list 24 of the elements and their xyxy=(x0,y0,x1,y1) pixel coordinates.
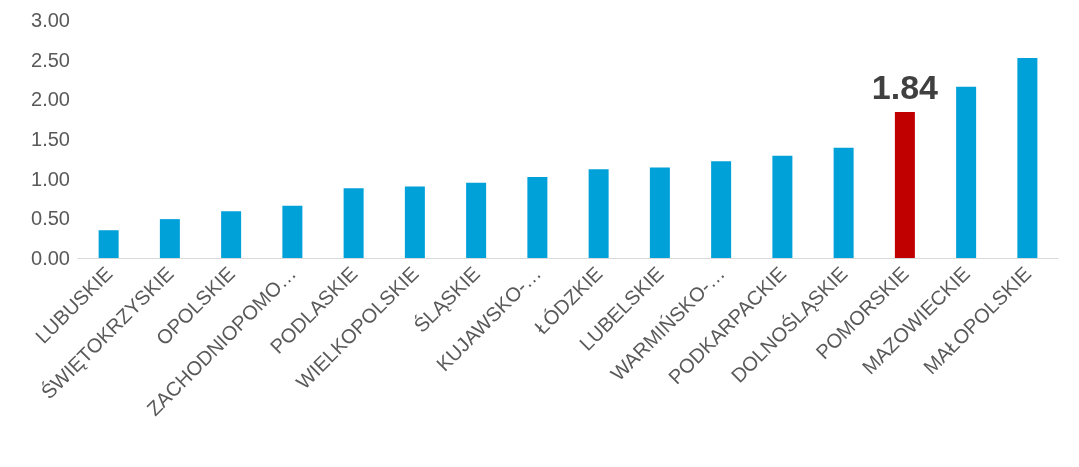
y-tick-label: 2.00 xyxy=(31,88,70,111)
bar xyxy=(466,182,487,258)
bar xyxy=(588,169,609,258)
bar xyxy=(711,161,732,258)
y-tick-label: 0.00 xyxy=(31,247,70,269)
bar xyxy=(159,219,180,258)
bar xyxy=(221,211,242,258)
bar xyxy=(282,205,303,258)
bar xyxy=(404,186,425,258)
bar xyxy=(894,112,915,258)
bar xyxy=(833,147,854,258)
y-tick-label: 1.50 xyxy=(31,128,70,150)
bar xyxy=(649,167,670,258)
bar xyxy=(956,86,977,258)
y-tick-label: 2.50 xyxy=(31,48,70,71)
bar xyxy=(98,230,119,258)
data-label: 1.84 xyxy=(871,68,939,107)
bar xyxy=(527,177,548,258)
bar xyxy=(772,155,793,258)
y-tick-label: 0.50 xyxy=(31,207,70,230)
y-tick-label: 3.00 xyxy=(31,9,70,31)
bar xyxy=(343,188,364,258)
y-tick-label: 1.00 xyxy=(31,167,70,190)
bar xyxy=(1017,58,1038,258)
